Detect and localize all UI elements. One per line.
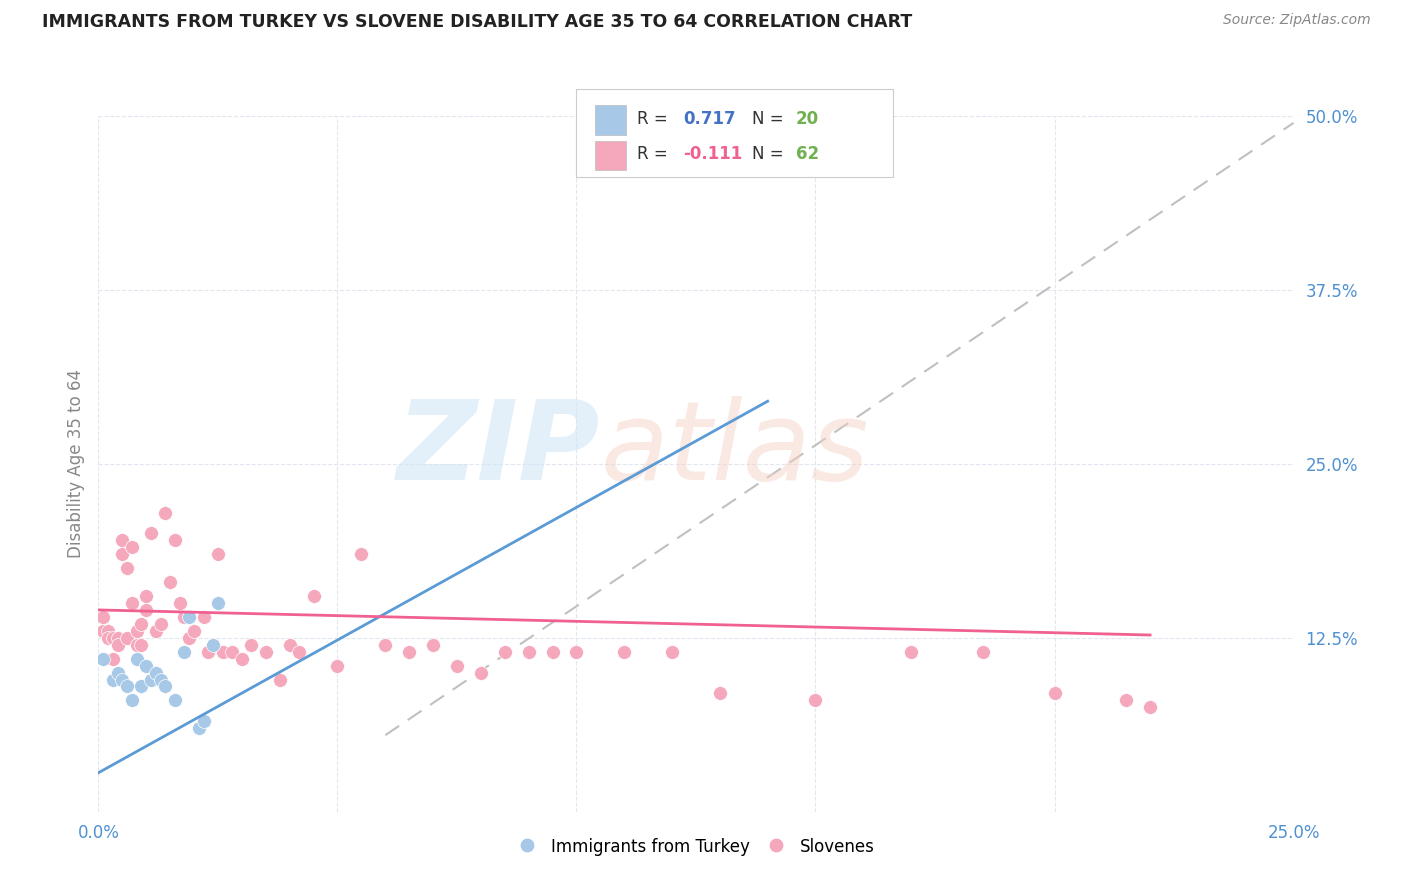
- Point: [159, 575, 181, 590]
- Point: [661, 645, 683, 659]
- Point: [115, 680, 138, 694]
- Text: N =: N =: [752, 110, 789, 128]
- Point: [135, 589, 157, 603]
- Point: [173, 610, 195, 624]
- Point: [111, 673, 134, 687]
- Point: [269, 673, 291, 687]
- Point: [125, 651, 148, 665]
- Point: [326, 658, 349, 673]
- Point: [149, 673, 172, 687]
- Point: [1139, 700, 1161, 714]
- Point: [163, 533, 186, 548]
- Point: [135, 603, 157, 617]
- Point: [91, 610, 114, 624]
- Point: [1043, 686, 1066, 700]
- Legend: Immigrants from Turkey, Slovenes: Immigrants from Turkey, Slovenes: [510, 831, 882, 863]
- Point: [115, 631, 138, 645]
- Point: [197, 645, 219, 659]
- Text: ZIP: ZIP: [396, 396, 600, 503]
- Point: [163, 693, 186, 707]
- Point: [221, 645, 243, 659]
- Text: 0.717: 0.717: [683, 110, 735, 128]
- Point: [101, 651, 124, 665]
- Point: [207, 596, 229, 610]
- Point: [125, 638, 148, 652]
- Point: [145, 624, 167, 638]
- Point: [139, 526, 162, 541]
- Point: [494, 645, 516, 659]
- Point: [107, 638, 129, 652]
- Text: R =: R =: [637, 145, 673, 163]
- Point: [107, 631, 129, 645]
- Point: [231, 651, 253, 665]
- Point: [202, 638, 225, 652]
- Point: [135, 658, 157, 673]
- Point: [187, 721, 209, 735]
- Point: [131, 680, 153, 694]
- Point: [107, 665, 129, 680]
- Point: [193, 610, 215, 624]
- Point: [97, 631, 120, 645]
- Point: [111, 547, 134, 561]
- Point: [517, 645, 540, 659]
- Point: [101, 673, 124, 687]
- Point: [179, 610, 201, 624]
- Text: 62: 62: [796, 145, 818, 163]
- Point: [149, 616, 172, 631]
- Point: [115, 561, 138, 575]
- Point: [446, 658, 468, 673]
- Point: [97, 624, 120, 638]
- Point: [398, 645, 420, 659]
- Point: [422, 638, 444, 652]
- Point: [91, 624, 114, 638]
- Point: [1115, 693, 1137, 707]
- Point: [155, 680, 177, 694]
- Point: [278, 638, 301, 652]
- Point: [254, 645, 277, 659]
- Point: [541, 645, 564, 659]
- Point: [470, 665, 492, 680]
- Point: [288, 645, 311, 659]
- Point: [173, 645, 195, 659]
- Point: [804, 693, 827, 707]
- Point: [350, 547, 373, 561]
- Point: [145, 665, 167, 680]
- Text: R =: R =: [637, 110, 673, 128]
- Point: [183, 624, 205, 638]
- Point: [121, 541, 143, 555]
- Point: [169, 596, 191, 610]
- Point: [374, 638, 396, 652]
- Point: [207, 547, 229, 561]
- Point: [91, 651, 114, 665]
- Text: IMMIGRANTS FROM TURKEY VS SLOVENE DISABILITY AGE 35 TO 64 CORRELATION CHART: IMMIGRANTS FROM TURKEY VS SLOVENE DISABI…: [42, 13, 912, 31]
- Text: N =: N =: [752, 145, 789, 163]
- Point: [565, 645, 588, 659]
- Point: [709, 686, 731, 700]
- Point: [302, 589, 325, 603]
- Point: [131, 616, 153, 631]
- Point: [121, 693, 143, 707]
- Text: 20: 20: [796, 110, 818, 128]
- Point: [211, 645, 233, 659]
- Point: [131, 638, 153, 652]
- Point: [121, 596, 143, 610]
- Text: atlas: atlas: [600, 396, 869, 503]
- Point: [193, 714, 215, 729]
- Point: [900, 645, 922, 659]
- Text: Source: ZipAtlas.com: Source: ZipAtlas.com: [1223, 13, 1371, 28]
- Point: [125, 624, 148, 638]
- Point: [155, 506, 177, 520]
- Point: [613, 645, 636, 659]
- Y-axis label: Disability Age 35 to 64: Disability Age 35 to 64: [66, 369, 84, 558]
- Point: [972, 645, 994, 659]
- Point: [139, 673, 162, 687]
- Point: [240, 638, 263, 652]
- Point: [111, 533, 134, 548]
- Point: [101, 631, 124, 645]
- Point: [179, 631, 201, 645]
- Text: -0.111: -0.111: [683, 145, 742, 163]
